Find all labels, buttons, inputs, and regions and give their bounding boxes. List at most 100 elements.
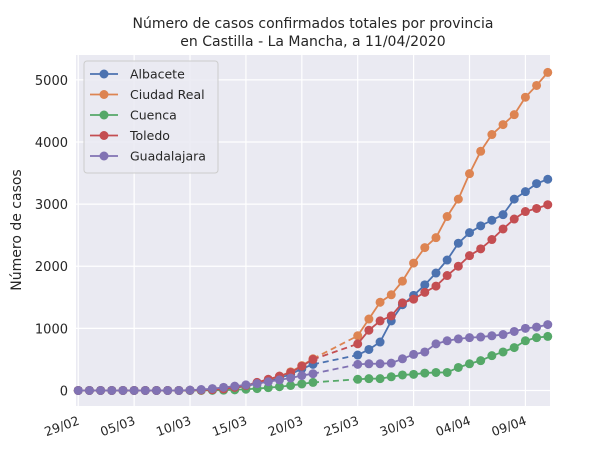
data-point (376, 298, 385, 307)
data-point (409, 259, 418, 268)
data-point (376, 338, 385, 347)
data-point (297, 362, 306, 371)
data-point (454, 239, 463, 248)
legend-marker (100, 70, 109, 79)
data-point (487, 235, 496, 244)
legend-marker (100, 152, 109, 161)
data-point (476, 221, 485, 230)
data-point (465, 333, 474, 342)
data-point (532, 333, 541, 342)
data-point (398, 277, 407, 286)
data-point (487, 130, 496, 139)
data-point (141, 386, 150, 395)
data-point (532, 323, 541, 332)
data-point (353, 360, 362, 369)
legend-marker (100, 131, 109, 140)
data-point (487, 351, 496, 360)
data-point (510, 327, 519, 336)
data-point (387, 359, 396, 368)
legend-label: Cuenca (130, 108, 177, 123)
data-point (398, 354, 407, 363)
data-point (454, 363, 463, 372)
data-point (297, 371, 306, 380)
data-point (521, 336, 530, 345)
chart-title-line-2: en Castilla - La Mancha, a 11/04/2020 (180, 34, 445, 50)
data-point (465, 228, 474, 237)
data-point (510, 195, 519, 204)
data-point (364, 345, 373, 354)
data-point (309, 378, 318, 387)
x-tick-label: 09/04 (489, 413, 528, 439)
data-point (431, 368, 440, 377)
y-tick-label: 3000 (35, 198, 68, 213)
y-tick-label: 5000 (35, 74, 68, 89)
data-point (499, 210, 508, 219)
data-point (186, 386, 195, 395)
data-point (409, 350, 418, 359)
data-point (174, 386, 183, 395)
data-point (454, 195, 463, 204)
y-axis-label: Número de casos (9, 169, 25, 290)
data-point (443, 212, 452, 221)
data-point (420, 243, 429, 252)
data-point (409, 370, 418, 379)
chart-title-line-1: Número de casos confirmados totales por … (133, 16, 494, 32)
data-point (443, 336, 452, 345)
data-point (74, 386, 83, 395)
data-point (476, 244, 485, 253)
data-point (230, 382, 239, 391)
data-point (443, 271, 452, 280)
data-point (454, 334, 463, 343)
legend-label: Guadalajara (130, 149, 206, 164)
data-point (253, 379, 262, 388)
data-point (499, 347, 508, 356)
data-point (297, 379, 306, 388)
data-point (431, 269, 440, 278)
data-point (163, 386, 172, 395)
y-tick-label: 0 (60, 384, 68, 399)
data-point (543, 332, 552, 341)
data-point (309, 369, 318, 378)
data-point (476, 333, 485, 342)
data-point (521, 324, 530, 333)
data-point (510, 215, 519, 224)
data-point (476, 147, 485, 156)
x-tick-label: 20/03 (266, 413, 305, 439)
data-point (387, 372, 396, 381)
data-point (431, 339, 440, 348)
y-tick-label: 1000 (35, 322, 68, 337)
x-tick-label: 15/03 (210, 413, 249, 439)
data-point (376, 374, 385, 383)
data-point (420, 369, 429, 378)
data-point (241, 380, 250, 389)
data-point (487, 331, 496, 340)
data-point (208, 384, 217, 393)
data-point (465, 251, 474, 260)
data-point (197, 385, 206, 394)
x-tick-label: 30/03 (378, 413, 417, 439)
x-tick-label: 04/04 (434, 413, 473, 439)
data-point (465, 359, 474, 368)
data-point (96, 386, 105, 395)
x-tick-label: 25/03 (322, 413, 361, 439)
data-point (521, 207, 530, 216)
data-point (499, 120, 508, 129)
data-point (85, 386, 94, 395)
data-point (543, 320, 552, 329)
x-tick-label: 05/03 (98, 413, 137, 439)
data-point (543, 200, 552, 209)
data-point (543, 175, 552, 184)
legend-label: Toledo (129, 128, 170, 143)
data-point (387, 290, 396, 299)
data-point (543, 68, 552, 77)
data-point (420, 347, 429, 356)
data-point (286, 374, 295, 383)
data-point (118, 386, 127, 395)
data-point (364, 326, 373, 335)
data-point (510, 343, 519, 352)
data-point (499, 330, 508, 339)
x-tick-label: 10/03 (154, 413, 193, 439)
data-point (431, 282, 440, 291)
